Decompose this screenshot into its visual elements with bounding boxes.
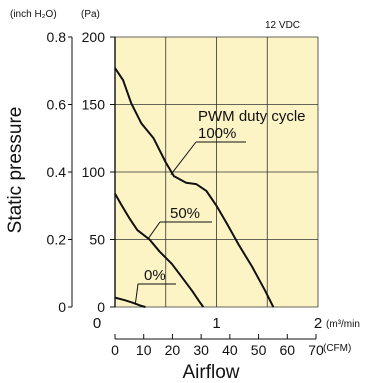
series-line-0pct <box>114 296 146 308</box>
series-label: 100% <box>198 125 236 142</box>
x-tick-label-cfm: 30 <box>193 342 209 358</box>
x-tick-label-cfm: 50 <box>251 342 267 358</box>
y-tick-label-pa: 50 <box>89 232 105 248</box>
series-label: 0% <box>144 267 166 284</box>
series-label: 50% <box>170 205 200 222</box>
y-tick-label-inch: 0.8 <box>47 29 67 45</box>
x-tick-label-cfm: 40 <box>222 342 238 358</box>
x-tick-label-m3: 1 <box>212 315 220 332</box>
x-tick-label-m3: 0 <box>93 315 101 332</box>
y-unit-pa: (Pa) <box>81 9 100 20</box>
condition-label: 12 VDC <box>265 20 300 31</box>
x-unit-cfm: (CFM) <box>323 343 351 354</box>
x-tick-label-cfm: 0 <box>111 342 119 358</box>
x-tick-label-cfm: 10 <box>136 342 152 358</box>
series-line-50pct <box>114 193 205 308</box>
series-label-leader <box>148 221 161 239</box>
series-label-leader <box>170 141 197 176</box>
y-axis-label: Static pressure <box>5 107 26 234</box>
x-tick-label-m3: 2 <box>314 315 322 332</box>
y-tick-label-pa: 150 <box>82 97 106 113</box>
y-tick-label-pa: 0 <box>97 299 105 315</box>
x-tick-label-cfm: 20 <box>165 342 181 358</box>
y-tick-label-pa: 200 <box>82 29 106 45</box>
y-tick-label-inch: 0.2 <box>47 232 67 248</box>
series-lines <box>114 67 275 308</box>
y-tick-label-inch: 0 <box>58 299 66 315</box>
series-labels: 100% 50% 0% <box>134 125 246 305</box>
x-tick-label-cfm: 70 <box>308 342 324 358</box>
y-unit-inch: (inch H₂O) <box>10 9 57 20</box>
y-tick-label-pa: 100 <box>82 164 106 180</box>
series-label-leader <box>134 283 139 305</box>
y-tick-label-inch: 0.4 <box>47 164 67 180</box>
x-unit-m3: (m³/min <box>326 319 360 330</box>
axes <box>68 36 319 340</box>
x-axis-label: Airflow <box>182 362 239 383</box>
y-tick-label-inch: 0.6 <box>47 97 67 113</box>
x-tick-label-cfm: 60 <box>279 342 295 358</box>
series-line-100pct <box>114 67 275 308</box>
legend-title: PWM duty cycle <box>198 108 306 125</box>
